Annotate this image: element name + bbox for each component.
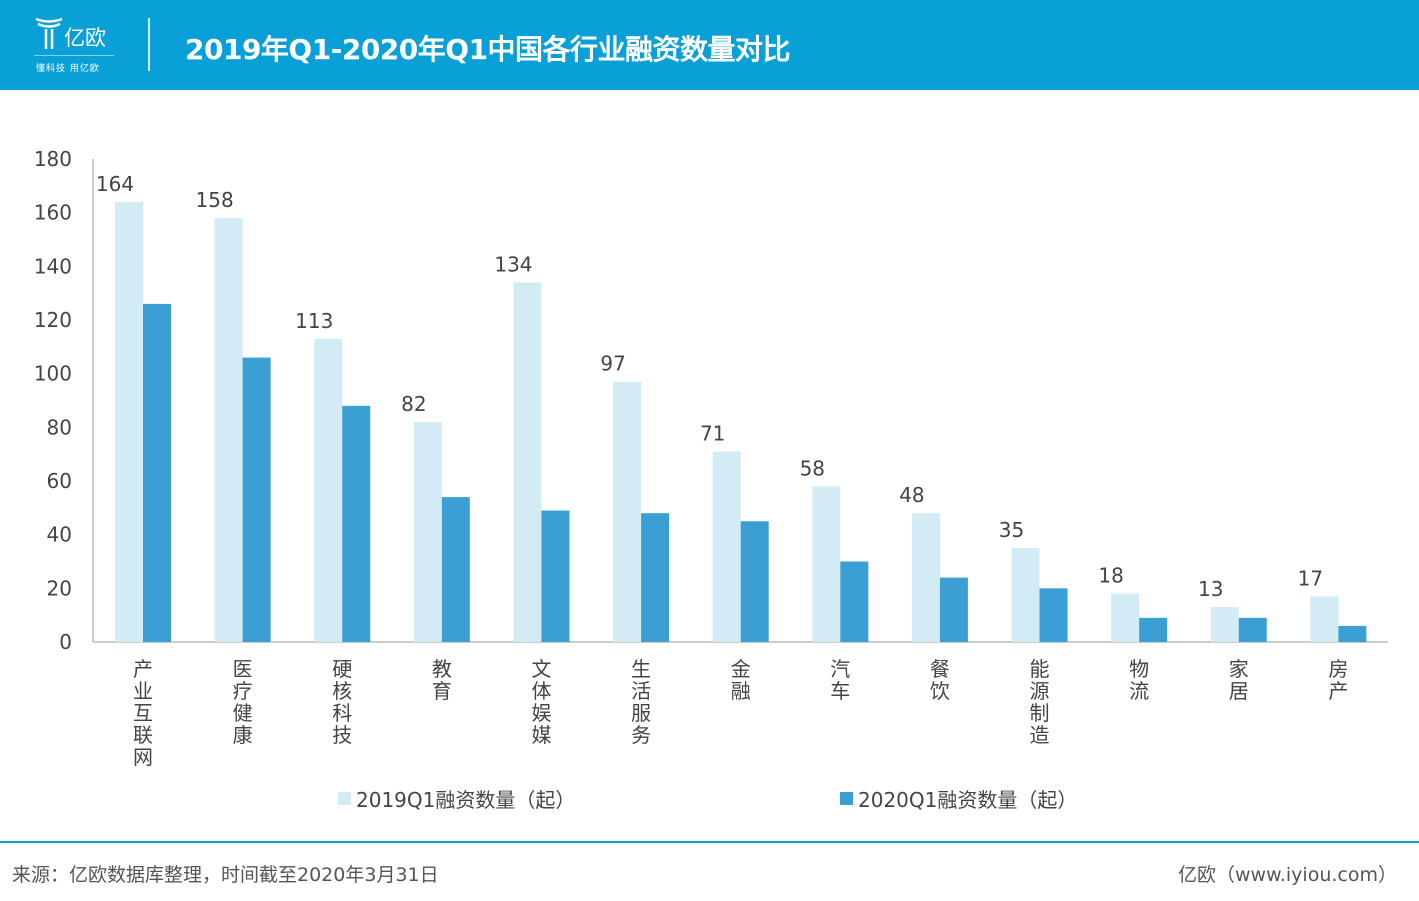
header-banner: 亿欧 懂科技 用亿欧 2019年Q1-2020年Q1中国各行业融资数量对比	[0, 0, 1419, 90]
x-tick-label: 硬核科技	[332, 657, 352, 747]
bar-2020	[939, 577, 968, 642]
bar-2020	[840, 561, 869, 642]
bar-2019	[613, 381, 642, 642]
bar-2019	[1210, 607, 1239, 642]
logo-divider	[34, 55, 114, 56]
y-tick-label: 80	[47, 415, 72, 439]
legend-item-2020: 2020Q1融资数量（起）	[840, 784, 1077, 813]
legend-item-2019: 2019Q1融资数量（起）	[338, 784, 575, 813]
bar-2020	[641, 513, 670, 642]
x-tick-label: 物流	[1129, 657, 1149, 703]
y-tick-label: 0	[59, 630, 72, 654]
source-note: 来源：亿欧数据库整理，时间截至2020年3月31日	[12, 864, 439, 886]
bar-2020	[541, 510, 570, 642]
x-tick-label: 教育	[432, 657, 452, 703]
bar-2019	[413, 421, 442, 642]
footer-divider	[0, 841, 1419, 843]
bar-2020	[143, 303, 171, 642]
data-label: 13	[1198, 577, 1223, 601]
x-tick-label: 金融	[731, 657, 751, 703]
chart-title: 2019年Q1-2020年Q1中国各行业融资数量对比	[185, 33, 791, 66]
data-label: 35	[999, 518, 1024, 542]
x-tick-label: 汽车	[830, 657, 850, 703]
bar-2020	[1238, 617, 1267, 642]
bar-2020	[342, 405, 371, 642]
x-tick-label: 生活服务	[631, 657, 651, 747]
logo-slogan: 懂科技 用亿欧	[36, 64, 100, 74]
data-label: 18	[1098, 564, 1123, 588]
bar-2020	[1338, 625, 1367, 642]
data-label: 158	[196, 188, 234, 212]
bar-2019	[314, 338, 343, 642]
x-tick-label: 医疗健康	[233, 657, 253, 747]
logo-mark-icon	[35, 17, 63, 49]
bar-2019	[115, 201, 143, 642]
y-tick-label: 140	[34, 254, 72, 278]
data-label: 113	[295, 309, 333, 333]
bar-2019	[1111, 593, 1140, 642]
data-label: 58	[800, 456, 825, 480]
y-tick-label: 100	[34, 362, 72, 386]
y-tick-label: 160	[34, 201, 72, 225]
x-tick-label: 文体娱媒	[531, 657, 551, 747]
legend-label: 2019Q1融资数量（起）	[356, 788, 576, 812]
brand-note: 亿欧（www.iyiou.com）	[1177, 864, 1397, 886]
bar-2019	[712, 451, 741, 642]
bar-2019	[214, 218, 243, 643]
bar-2019	[1310, 596, 1339, 642]
x-tick-label: 产业互联网	[133, 657, 153, 769]
data-label: 164	[96, 172, 134, 196]
header-divider	[148, 18, 150, 71]
data-label: 17	[1298, 566, 1323, 590]
y-tick-label: 40	[47, 523, 72, 547]
bar-2019	[513, 282, 542, 642]
data-label: 48	[899, 483, 924, 507]
bar-2020	[1039, 588, 1068, 642]
x-tick-label: 房产	[1328, 657, 1348, 703]
bar-2019	[911, 513, 940, 642]
x-tick-label: 能源制造	[1030, 657, 1050, 747]
data-label: 134	[494, 252, 532, 276]
legend-label: 2020Q1融资数量（起）	[858, 788, 1078, 812]
y-tick-label: 60	[47, 469, 72, 493]
x-tick-label: 家居	[1229, 657, 1249, 703]
y-tick-label: 20	[47, 576, 72, 600]
bar-2019	[1011, 548, 1040, 642]
data-label: 97	[600, 352, 625, 376]
y-tick-label: 180	[34, 147, 72, 171]
y-tick-label: 120	[34, 308, 72, 332]
data-label: 71	[700, 421, 725, 445]
bar-2020	[242, 357, 271, 642]
bar-2019	[812, 486, 841, 642]
logo-name: 亿欧	[64, 26, 106, 50]
bar-2020	[740, 521, 769, 642]
bar-2020	[1139, 617, 1168, 642]
x-tick-label: 餐饮	[930, 657, 950, 703]
legend-swatch	[840, 792, 853, 805]
bar-2020	[441, 497, 470, 642]
legend-swatch	[338, 792, 351, 805]
data-label: 82	[401, 392, 426, 416]
